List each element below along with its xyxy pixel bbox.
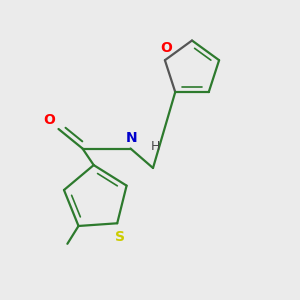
Text: N: N xyxy=(126,131,137,145)
Text: H: H xyxy=(151,140,160,153)
Text: O: O xyxy=(43,113,55,127)
Text: S: S xyxy=(115,230,125,244)
Text: O: O xyxy=(160,41,172,55)
